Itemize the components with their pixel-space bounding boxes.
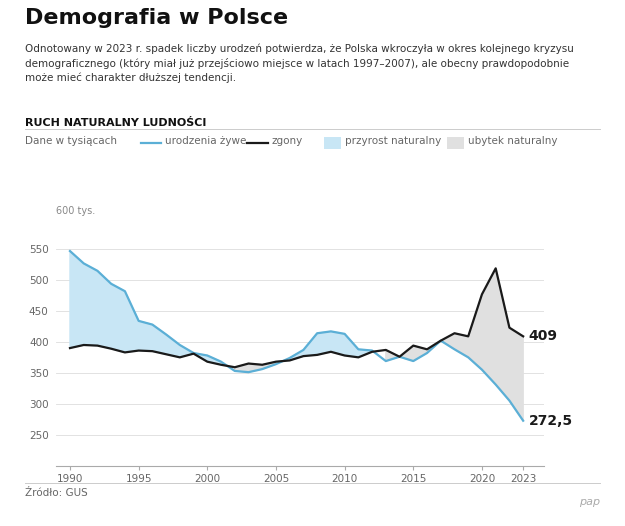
Text: zgony: zgony (271, 136, 302, 146)
Text: Dane w tysiącach: Dane w tysiącach (25, 136, 117, 146)
Text: Źródło: GUS: Źródło: GUS (25, 488, 88, 498)
Text: Odnotowany w 2023 r. spadek liczby urodzeń potwierdza, że Polska wkroczyła w okr: Odnotowany w 2023 r. spadek liczby urodz… (25, 43, 574, 83)
Text: RUCH NATURALNY LUDNOŚCI: RUCH NATURALNY LUDNOŚCI (25, 118, 206, 128)
Text: 600 tys.: 600 tys. (56, 206, 96, 216)
Text: urodzenia żywe: urodzenia żywe (165, 136, 246, 146)
Text: przyrost naturalny: przyrost naturalny (345, 136, 441, 146)
Text: 409: 409 (529, 329, 558, 343)
Text: 272,5: 272,5 (529, 414, 572, 428)
Text: ubytek naturalny: ubytek naturalny (468, 136, 558, 146)
Text: pap: pap (579, 497, 600, 507)
Text: Demografia w Polsce: Demografia w Polsce (25, 8, 288, 28)
